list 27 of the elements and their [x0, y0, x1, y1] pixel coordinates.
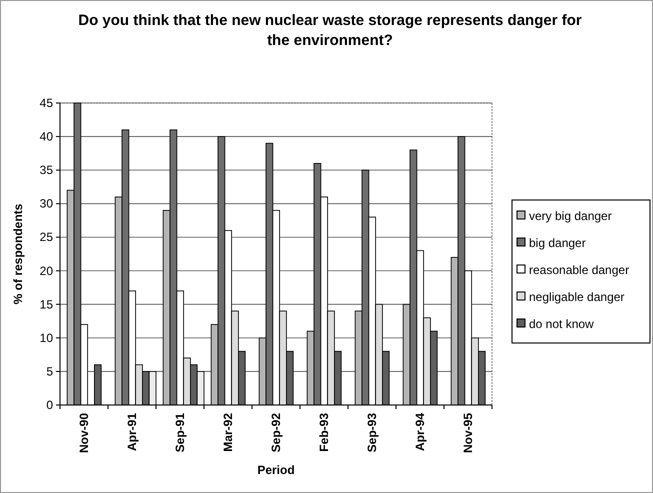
legend-label: very big danger: [529, 209, 612, 223]
y-tick-label: 40: [40, 130, 54, 144]
y-tick-label: 45: [40, 96, 54, 110]
legend-label: reasonable danger: [529, 263, 630, 277]
y-axis-title: % of respondents: [11, 203, 25, 304]
x-tick-label: Sep-93: [365, 412, 379, 452]
x-tick-label: Mar-92: [221, 412, 235, 452]
legend-label: big danger: [529, 236, 586, 250]
x-tick-label: Sep-91: [173, 412, 187, 452]
x-tick-label: Feb-93: [317, 412, 331, 452]
x-tick-label: Nov-95: [461, 412, 475, 454]
y-tick-label: 30: [40, 196, 54, 211]
x-tick-label: Sep-92: [269, 412, 283, 452]
x-tick-label: Apr-91: [125, 412, 139, 452]
x-tick-label: Apr-94: [413, 412, 427, 452]
y-tick-label: 0: [46, 398, 54, 412]
y-tick-label: 15: [40, 297, 54, 312]
legend-label: negligable danger: [529, 290, 624, 304]
y-tick-label: 20: [40, 264, 54, 278]
x-axis-title: Period: [257, 463, 295, 477]
y-tick-label: 25: [40, 230, 54, 244]
x-tick-label: Nov-90: [77, 412, 91, 454]
legend-label: do not know: [529, 317, 594, 331]
y-tick-label: 5: [46, 364, 54, 378]
chart-title: Do you think that the new nuclear waste storage represents danger for the environment?: [78, 12, 582, 49]
y-tick-label: 10: [40, 330, 54, 345]
y-tick-label: 35: [40, 163, 54, 178]
